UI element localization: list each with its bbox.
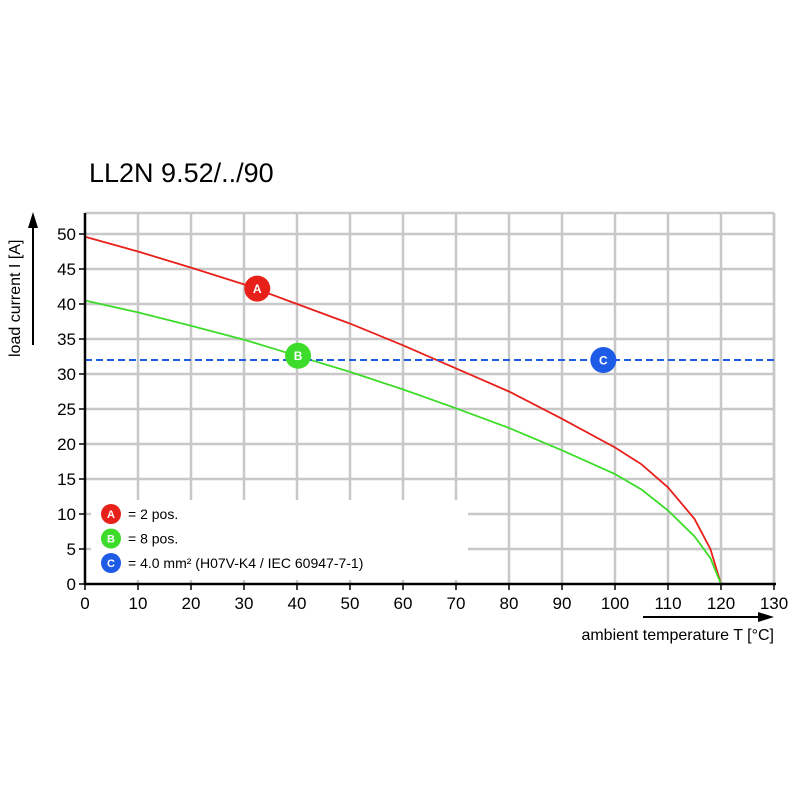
series-marker-c-letter: C (599, 353, 608, 367)
legend-marker-c-circle (101, 553, 121, 573)
x-tick-label: 120 (707, 594, 735, 613)
y-tick-label: 40 (57, 295, 76, 314)
legend-marker-b-letter: B (107, 533, 115, 545)
series-marker-b-circle (285, 342, 312, 369)
y-tick-label: 15 (57, 470, 76, 489)
x-tick-label: 90 (553, 594, 572, 613)
series-marker-c-circle (590, 347, 617, 373)
series-marker-a-circle (244, 275, 271, 302)
series-marker-c: C (590, 347, 617, 373)
y-axis-label: load current I [A] (7, 240, 24, 357)
x-tick-label: 130 (760, 594, 788, 613)
x-axis-label: ambient temperature T [°C] (581, 627, 774, 644)
y-tick-label: 50 (57, 225, 76, 244)
y-axis-arrow-head (28, 212, 38, 228)
legend-label-b: = 8 pos. (128, 531, 178, 547)
series-layer (84, 235, 774, 585)
x-tick-label: 0 (80, 594, 89, 613)
legend-label-c: = 4.0 mm² (H07V-K4 / IEC 60947-7-1) (128, 555, 363, 571)
x-tick-label: 20 (182, 594, 201, 613)
axes (28, 212, 776, 622)
legend-marker-a: A (101, 504, 121, 524)
y-tick-label: 0 (67, 575, 76, 594)
series-marker-b-letter: B (294, 349, 303, 363)
y-tick-label: 5 (67, 540, 76, 559)
x-tick-label: 60 (394, 594, 413, 613)
legend-marker-c: C (101, 553, 121, 573)
tick-labels: 0 10 20 30 40 50 60 70 80 90 100 110 120 130 0 5 10 15 20 2… (57, 225, 788, 613)
legend-marker-c-letter: C (107, 558, 115, 570)
y-tick-label: 30 (57, 365, 76, 384)
series-marker-a-letter: A (253, 282, 262, 296)
y-tick-label: 35 (57, 330, 76, 349)
x-axis-arrow-head (758, 612, 774, 622)
y-tick-label: 10 (57, 505, 76, 524)
series-line-b (84, 299, 722, 585)
legend-marker-b-circle (101, 528, 121, 549)
x-tick-label: 70 (447, 594, 466, 613)
series-marker-a: A (244, 275, 271, 302)
x-tick-label: 40 (288, 594, 307, 613)
x-tick-label: 110 (654, 594, 681, 613)
legend-background (91, 500, 468, 580)
legend-marker-a-letter: A (107, 509, 115, 521)
x-tick-label: 50 (341, 594, 360, 613)
series-line-a (84, 235, 722, 585)
legend-marker-a-circle (101, 504, 121, 524)
y-tick-label: 25 (57, 400, 76, 419)
legend: A = 2 pos. B = 8 pos. C = 4.0 mm² (H07V-K4 / … (91, 500, 468, 580)
series-marker-b: B (285, 342, 312, 369)
series-markers: A B C (244, 275, 617, 373)
x-tick-label: 30 (235, 594, 254, 613)
legend-marker-b: B (101, 528, 121, 549)
x-tick-label: 80 (500, 594, 519, 613)
chart-title: LL2N 9.52/../90 (89, 158, 274, 188)
y-tick-label: 45 (57, 260, 76, 279)
y-tick-label: 20 (57, 435, 76, 454)
x-tick-label: 10 (129, 594, 148, 613)
legend-label-a: = 2 pos. (128, 506, 178, 522)
x-tick-label: 100 (601, 594, 629, 613)
